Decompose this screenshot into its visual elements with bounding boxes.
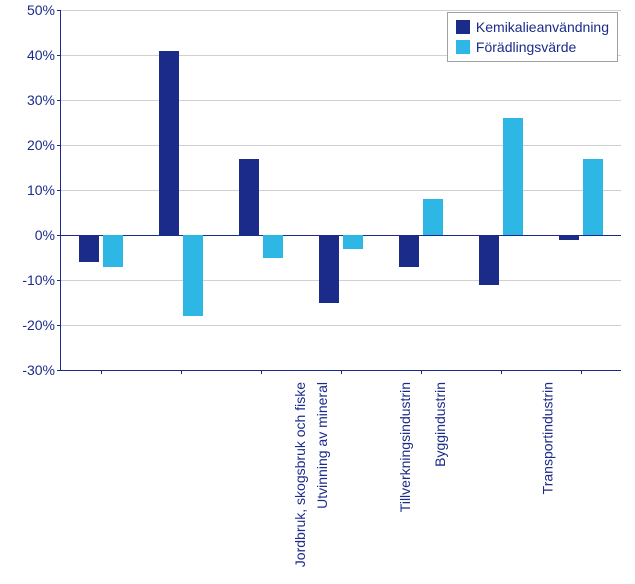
legend-swatch <box>456 40 470 54</box>
y-axis-label: -20% <box>5 317 55 333</box>
bar <box>399 235 419 267</box>
bar <box>239 159 259 236</box>
x-tick <box>181 370 182 374</box>
x-axis-label: Transportindustrin <box>539 382 555 494</box>
legend-swatch <box>456 20 470 34</box>
bar <box>559 235 579 240</box>
x-tick <box>581 370 582 374</box>
x-axis-label: Byggindustrin <box>432 382 448 467</box>
y-axis-label: -10% <box>5 272 55 288</box>
bar <box>423 199 443 235</box>
y-axis-label: 30% <box>5 92 55 108</box>
gridline <box>61 280 621 281</box>
bar <box>343 235 363 249</box>
y-tick <box>57 100 61 101</box>
legend-label: Förädlingsvärde <box>476 37 576 57</box>
x-tick <box>101 370 102 374</box>
y-axis-label: 50% <box>5 2 55 18</box>
y-axis-label: 0% <box>5 227 55 243</box>
legend-item: Förädlingsvärde <box>456 37 609 57</box>
y-tick <box>57 55 61 56</box>
bar <box>103 235 123 267</box>
y-tick <box>57 10 61 11</box>
y-tick <box>57 235 61 236</box>
gridline <box>61 325 621 326</box>
x-tick <box>501 370 502 374</box>
y-axis-label: 40% <box>5 47 55 63</box>
legend-label: Kemikalieanvändning <box>476 17 609 37</box>
x-tick <box>421 370 422 374</box>
gridline <box>61 10 621 11</box>
bar-chart: Kemikalieanvändning Förädlingsvärde -30%… <box>0 0 635 584</box>
y-tick <box>57 325 61 326</box>
gridline <box>61 100 621 101</box>
gridline <box>61 190 621 191</box>
bar <box>263 235 283 258</box>
y-axis-label: -30% <box>5 362 55 378</box>
y-tick <box>57 280 61 281</box>
bar <box>503 118 523 235</box>
x-axis-label: Jordbruk, skogsbruk och fiske <box>292 382 308 567</box>
bar <box>479 235 499 285</box>
legend: Kemikalieanvändning Förädlingsvärde <box>447 12 618 62</box>
bar <box>583 159 603 236</box>
x-axis-label: Utvinning av mineral <box>314 382 330 509</box>
x-axis-label: Tillverkningsindustrin <box>397 382 413 512</box>
bar <box>159 51 179 236</box>
gridline <box>61 145 621 146</box>
x-tick <box>261 370 262 374</box>
x-tick <box>341 370 342 374</box>
zero-axis <box>61 235 621 236</box>
bar <box>79 235 99 262</box>
bar <box>319 235 339 303</box>
y-tick <box>57 370 61 371</box>
plot-area <box>60 10 621 371</box>
y-tick <box>57 145 61 146</box>
bar <box>183 235 203 316</box>
y-tick <box>57 190 61 191</box>
y-axis-label: 10% <box>5 182 55 198</box>
y-axis-label: 20% <box>5 137 55 153</box>
legend-item: Kemikalieanvändning <box>456 17 609 37</box>
